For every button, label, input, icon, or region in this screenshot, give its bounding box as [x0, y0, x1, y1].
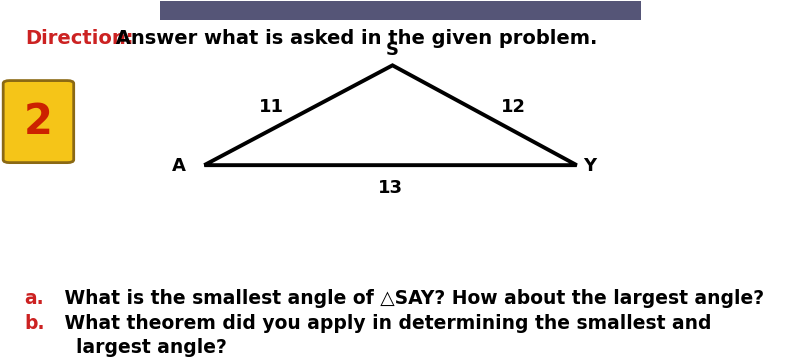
- Text: Answer what is asked in the given problem.: Answer what is asked in the given proble…: [109, 29, 598, 48]
- Text: Y: Y: [583, 157, 596, 175]
- Text: a.: a.: [24, 289, 44, 308]
- Text: 13: 13: [378, 179, 404, 197]
- Text: largest angle?: largest angle?: [76, 338, 227, 357]
- Text: S: S: [386, 41, 399, 59]
- Text: What theorem did you apply in determining the smallest and: What theorem did you apply in determinin…: [58, 314, 712, 333]
- FancyBboxPatch shape: [3, 81, 74, 163]
- Text: 12: 12: [501, 98, 525, 116]
- Text: 11: 11: [260, 98, 284, 116]
- Text: b.: b.: [24, 314, 45, 333]
- Text: A: A: [172, 157, 186, 175]
- Text: 2: 2: [24, 101, 53, 143]
- Text: Direction:: Direction:: [26, 29, 134, 48]
- Text: What is the smallest angle of △SAY? How about the largest angle?: What is the smallest angle of △SAY? How …: [58, 289, 765, 308]
- Bar: [160, 1, 641, 20]
